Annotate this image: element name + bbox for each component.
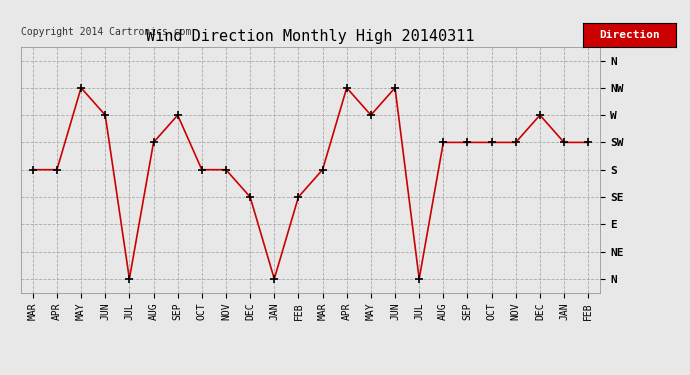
Text: Copyright 2014 Cartronics.com: Copyright 2014 Cartronics.com	[21, 27, 191, 37]
Title: Wind Direction Monthly High 20140311: Wind Direction Monthly High 20140311	[146, 29, 475, 44]
Text: Direction: Direction	[599, 30, 660, 40]
